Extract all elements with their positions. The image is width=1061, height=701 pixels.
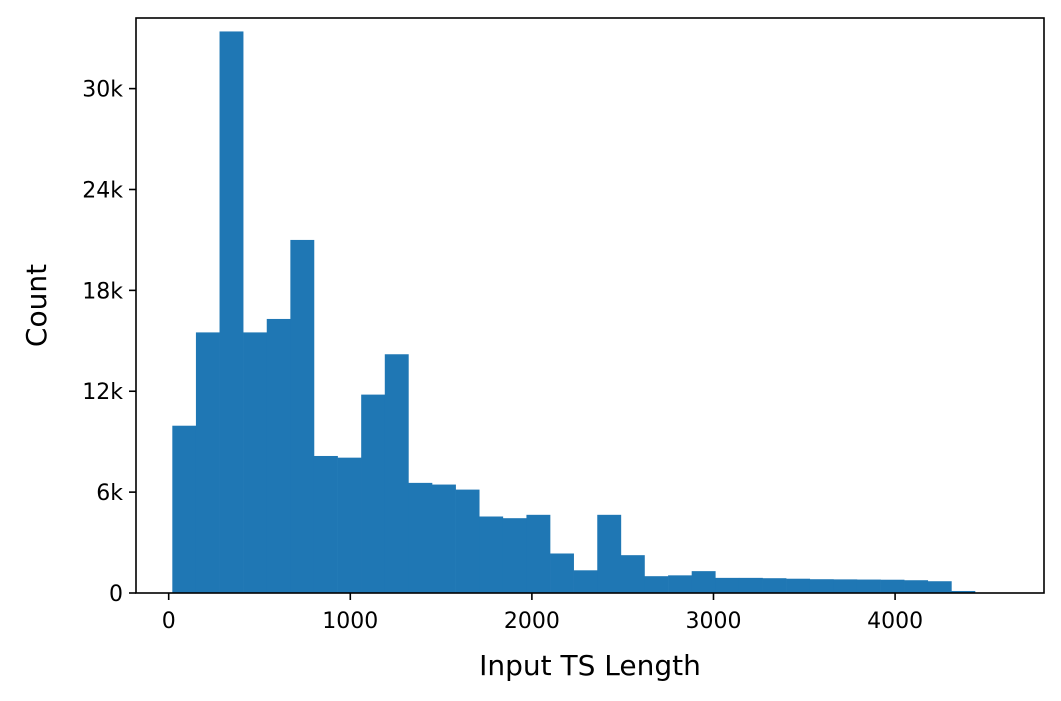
- histogram-bar: [361, 394, 386, 593]
- histogram-bar: [620, 555, 645, 593]
- histogram-bars: [172, 31, 976, 594]
- histogram-bar: [337, 457, 362, 593]
- y-tick-label: 30k: [82, 78, 123, 103]
- x-tick-label: 0: [162, 609, 176, 634]
- histogram-bar: [266, 318, 291, 593]
- histogram-bar: [526, 514, 551, 593]
- histogram-bar: [290, 239, 315, 594]
- histogram-bar: [408, 482, 433, 593]
- histogram-bar: [951, 590, 976, 593]
- histogram-bar: [219, 31, 244, 593]
- histogram-bar: [479, 516, 504, 593]
- histogram-bar: [644, 576, 669, 593]
- y-tick-label: 18k: [82, 279, 123, 304]
- histogram-bar: [502, 518, 527, 593]
- histogram-bar: [762, 578, 787, 593]
- y-tick-label: 12k: [82, 380, 123, 405]
- histogram-bar: [809, 579, 834, 593]
- x-tick-label: 2000: [504, 609, 560, 634]
- y-axis-label: Count: [20, 264, 53, 347]
- histogram-bar: [455, 489, 480, 593]
- x-tick-label: 4000: [867, 609, 923, 634]
- y-tick-label: 24k: [82, 178, 123, 203]
- histogram-bar: [927, 581, 952, 593]
- histogram-bar: [195, 332, 220, 593]
- histogram-bar: [715, 577, 740, 593]
- plot-frame: [135, 17, 1045, 594]
- histogram-bar: [833, 579, 858, 593]
- x-tick-label: 3000: [685, 609, 741, 634]
- histogram-bar: [904, 580, 929, 593]
- y-tick-label: 0: [109, 582, 123, 607]
- x-axis-ticks: 0 1000 2000 3000 4000: [162, 593, 923, 634]
- x-tick-label: 1000: [322, 609, 378, 634]
- histogram-bar: [313, 455, 338, 593]
- histogram-bar: [432, 484, 456, 593]
- histogram-bar: [573, 570, 598, 593]
- histogram-bar: [880, 579, 905, 593]
- histogram-bar: [856, 579, 881, 593]
- y-tick-label: 6k: [96, 481, 123, 506]
- histogram-bar: [384, 354, 409, 593]
- histogram-bar: [172, 425, 197, 593]
- y-axis-ticks: 0 6k 12k 18k 24k 30k: [82, 78, 136, 607]
- histogram-bar: [243, 332, 268, 593]
- histogram-bar: [668, 575, 692, 593]
- histogram-bar: [786, 578, 811, 593]
- x-axis-label: Input TS Length: [479, 649, 701, 682]
- histogram-bar: [550, 553, 574, 593]
- histogram-bar: [738, 577, 763, 593]
- histogram-bar: [597, 514, 622, 593]
- histogram-bar: [691, 571, 716, 593]
